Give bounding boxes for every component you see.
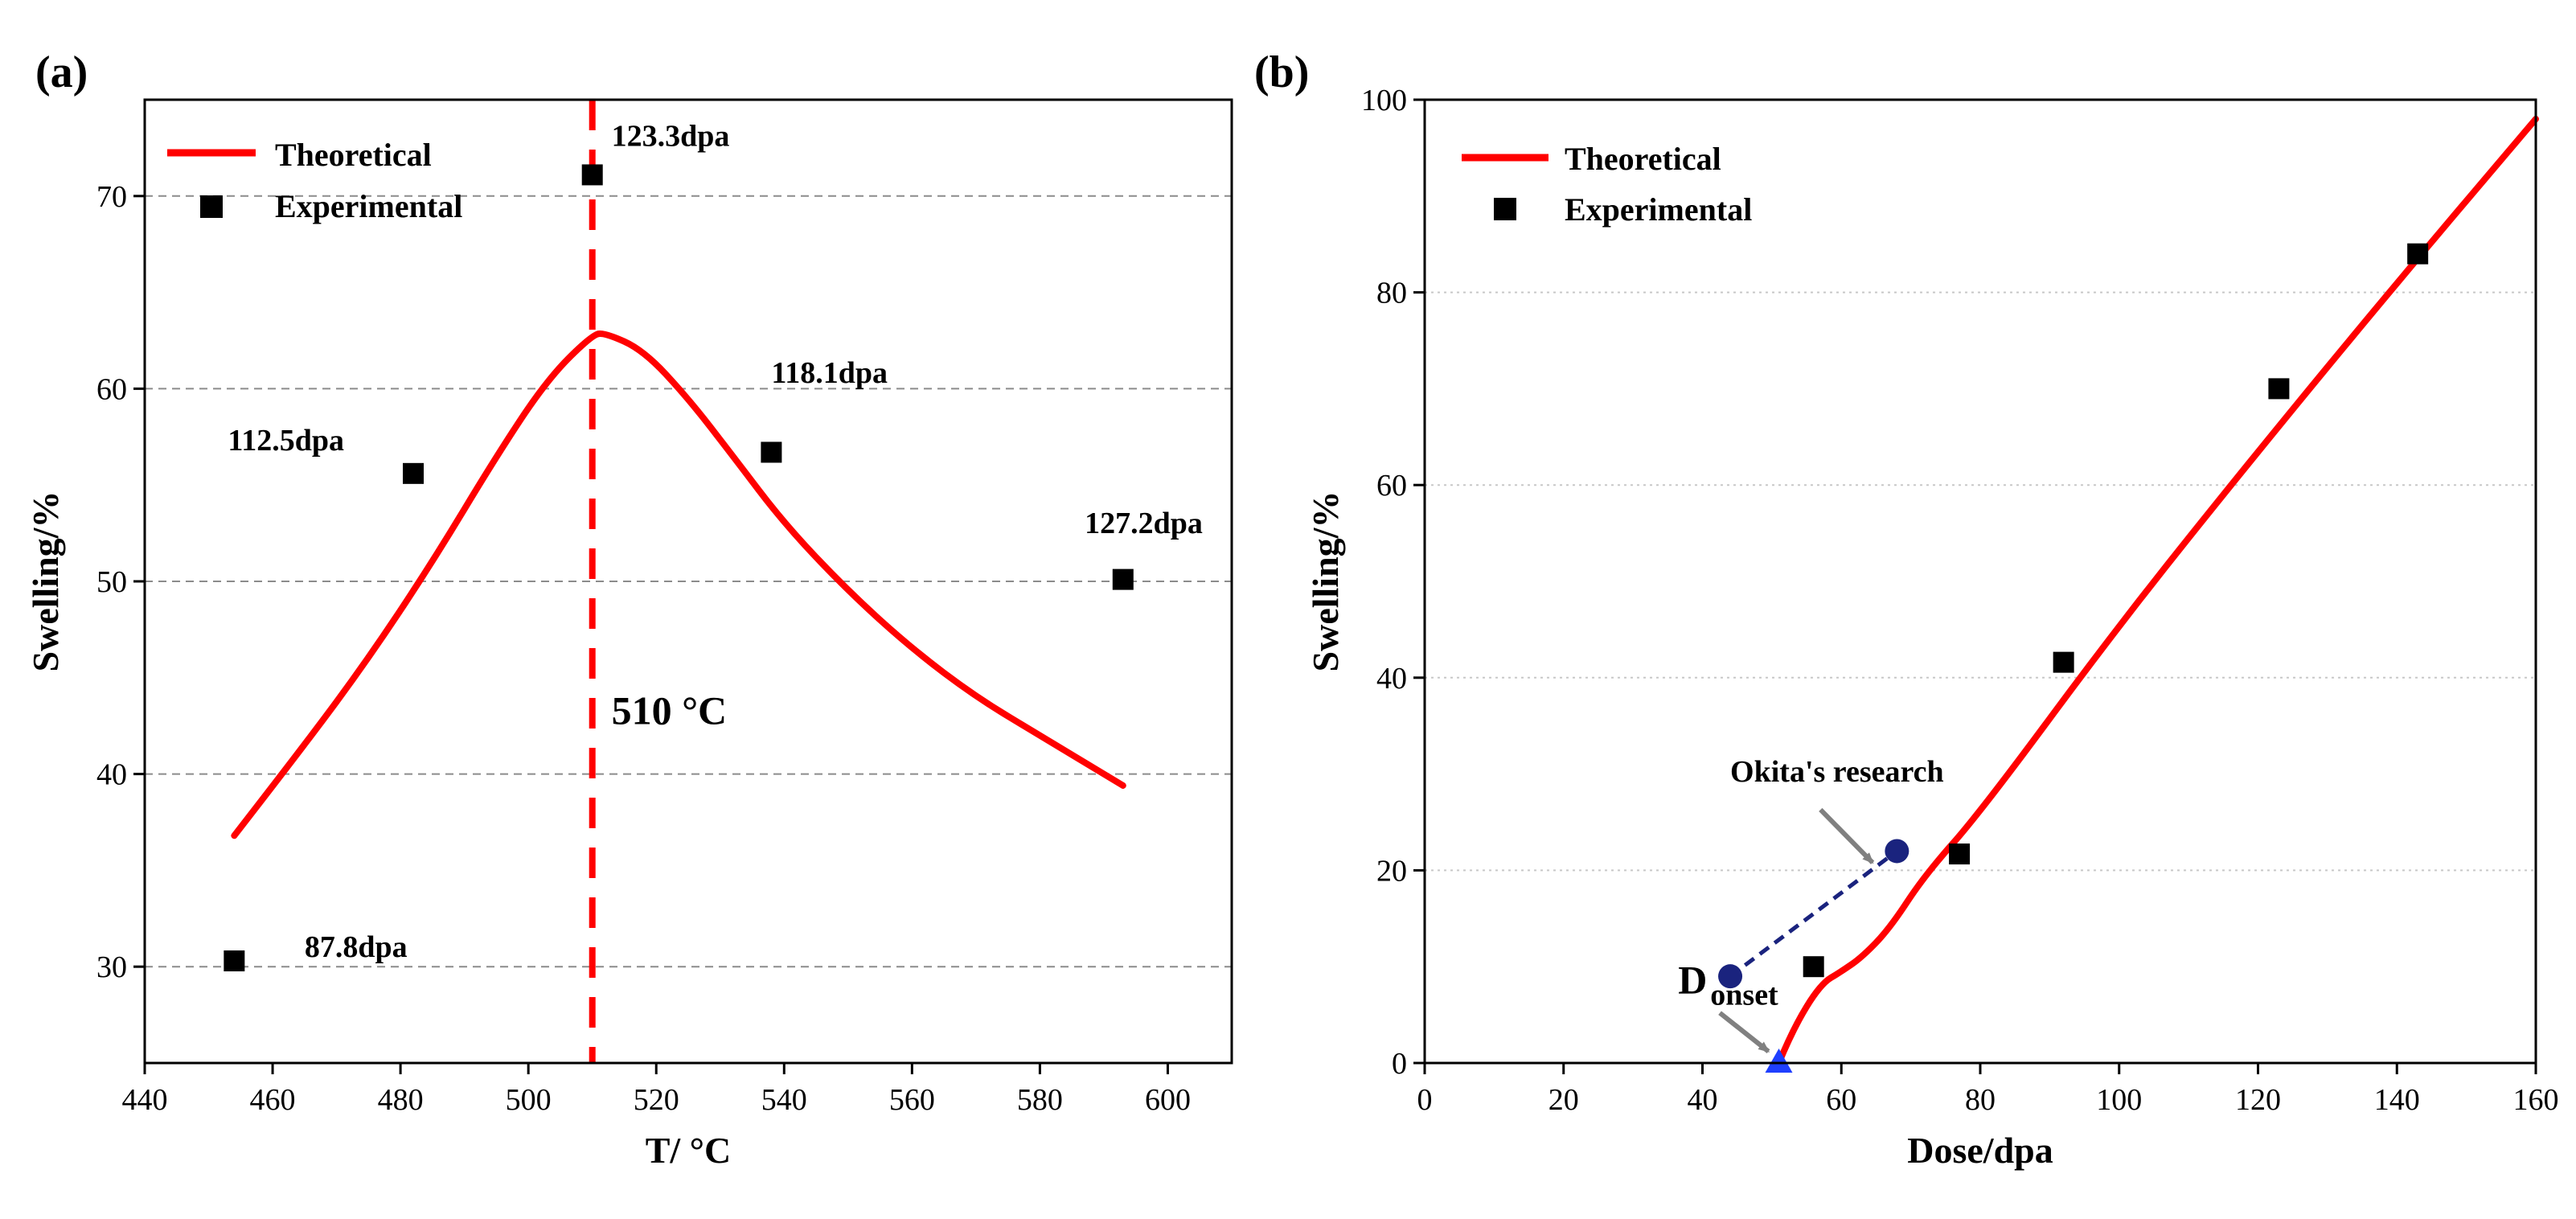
okita-arrow (1819, 807, 1875, 864)
experimental-point (403, 462, 425, 484)
x-tick-label: 460 (250, 1083, 296, 1117)
x-tick-label: 140 (2374, 1083, 2420, 1117)
panel-a-annotation: 510 °C (612, 687, 728, 733)
x-tick-label: 120 (2235, 1083, 2281, 1117)
panel-a-annotation: 87.8dpa (305, 930, 408, 964)
experimental-point (1803, 956, 1824, 978)
panel-a-annotation: 127.2dpa (1085, 507, 1203, 540)
y-tick-label: 40 (1376, 662, 1407, 696)
experimental-point (2053, 651, 2074, 673)
panel-a-experimental-points (224, 164, 1134, 972)
chart-panel-b: (b) 0 20 40 60 80 100 0 20 40 60 80 100 120 140 160 Ok… (1254, 47, 2559, 1171)
x-tick-label: 600 (1145, 1083, 1191, 1117)
y-tick-label: 80 (1376, 277, 1407, 310)
panel-b-legend: Theoretical Experimental (1462, 141, 1752, 228)
panel-b-experimental-points (1803, 243, 2429, 978)
panel-b-x-axis-label: Dose/dpa (1907, 1130, 2053, 1171)
y-tick-label: 50 (96, 565, 127, 599)
chart-panel-a: (a) 30 40 50 60 70 440 460 480 500 520 540 560 580 60… (25, 47, 1233, 1171)
experimental-point (581, 164, 603, 186)
panel-a-annotations: 123.3dpa 118.1dpa 112.5dpa 127.2dpa 87.8dpa 5… (228, 120, 1202, 965)
y-tick-label: 20 (1376, 854, 1407, 888)
x-tick-label: 20 (1548, 1083, 1579, 1117)
okita-dashed-line (1729, 849, 1898, 979)
d-onset-subscript: onset (1710, 979, 1778, 1012)
x-tick-label: 480 (378, 1083, 424, 1117)
x-tick-label: 0 (1417, 1083, 1433, 1117)
panel-b-y-axis-label: Swelling/% (1305, 491, 1346, 672)
panel-b-annotations: Okita's research D onset (1678, 755, 1944, 1053)
x-tick-label: 80 (1965, 1083, 1996, 1117)
experimental-point (1949, 843, 1971, 865)
y-tick-label: 30 (96, 950, 127, 984)
panel-b-plot-frame (1423, 98, 2537, 1065)
panel-a-theoretical-curve (231, 330, 1126, 839)
experimental-point (2268, 378, 2290, 400)
panel-b-theoretical-line (1775, 115, 2539, 1066)
panel-b-gridlines (1425, 291, 2536, 872)
experimental-point (1112, 568, 1134, 590)
panel-a-legend: Theoretical Experimental (167, 137, 462, 224)
panel-b-onset-triangle (1765, 1049, 1793, 1073)
panel-a-gridlines (145, 195, 1232, 968)
x-tick-label: 580 (1017, 1083, 1063, 1117)
okita-research-label: Okita's research (1730, 755, 1944, 789)
y-tick-label: 60 (96, 372, 127, 406)
d-onset-arrow (1718, 1011, 1770, 1053)
panel-a-annotation: 112.5dpa (228, 424, 344, 458)
x-tick-label: 160 (2513, 1083, 2559, 1117)
panel-a-annotation: 123.3dpa (612, 120, 730, 154)
x-tick-label: 440 (122, 1083, 168, 1117)
legend-b-experimental-label: Experimental (1565, 191, 1752, 228)
okita-point (1718, 964, 1743, 989)
x-tick-label: 40 (1688, 1083, 1718, 1117)
legend-a-experimental-swatch (200, 195, 223, 218)
d-onset-label: D (1678, 958, 1707, 1003)
x-tick-label: 500 (506, 1083, 552, 1117)
y-tick-label: 60 (1376, 469, 1407, 503)
panel-a-label: (a) (35, 47, 88, 97)
experimental-point (224, 950, 245, 972)
panel-a-plot-frame (143, 98, 1233, 1065)
panel-a-y-axis-label: Swelling/% (25, 491, 66, 672)
y-tick-label: 0 (1392, 1047, 1407, 1081)
x-tick-label: 520 (634, 1083, 679, 1117)
y-tick-label: 100 (1361, 84, 1407, 117)
experimental-point (2407, 243, 2429, 265)
panel-a-x-axis-label: T/ °C (646, 1130, 732, 1171)
x-tick-label: 100 (2096, 1083, 2142, 1117)
x-tick-label: 540 (761, 1083, 807, 1117)
experimental-point (761, 441, 782, 463)
panel-b-ticks: 0 20 40 60 80 100 0 20 40 60 80 100 120 140 160 (1361, 84, 2559, 1117)
y-tick-label: 70 (96, 180, 127, 214)
y-tick-label: 40 (96, 758, 127, 792)
panel-b-label: (b) (1254, 47, 1309, 97)
x-tick-label: 60 (1826, 1083, 1856, 1117)
x-tick-label: 560 (889, 1083, 935, 1117)
okita-point (1885, 839, 1909, 864)
panel-a-ticks: 30 40 50 60 70 440 460 480 500 520 540 560 580 600 (96, 180, 1191, 1117)
panel-b-okita-series (1718, 839, 1909, 989)
legend-a-experimental-label: Experimental (275, 188, 462, 224)
legend-b-theoretical-label: Theoretical (1565, 141, 1721, 177)
panel-a-annotation: 118.1dpa (771, 356, 888, 390)
legend-a-theoretical-label: Theoretical (275, 137, 432, 173)
legend-b-experimental-swatch (1494, 198, 1516, 220)
